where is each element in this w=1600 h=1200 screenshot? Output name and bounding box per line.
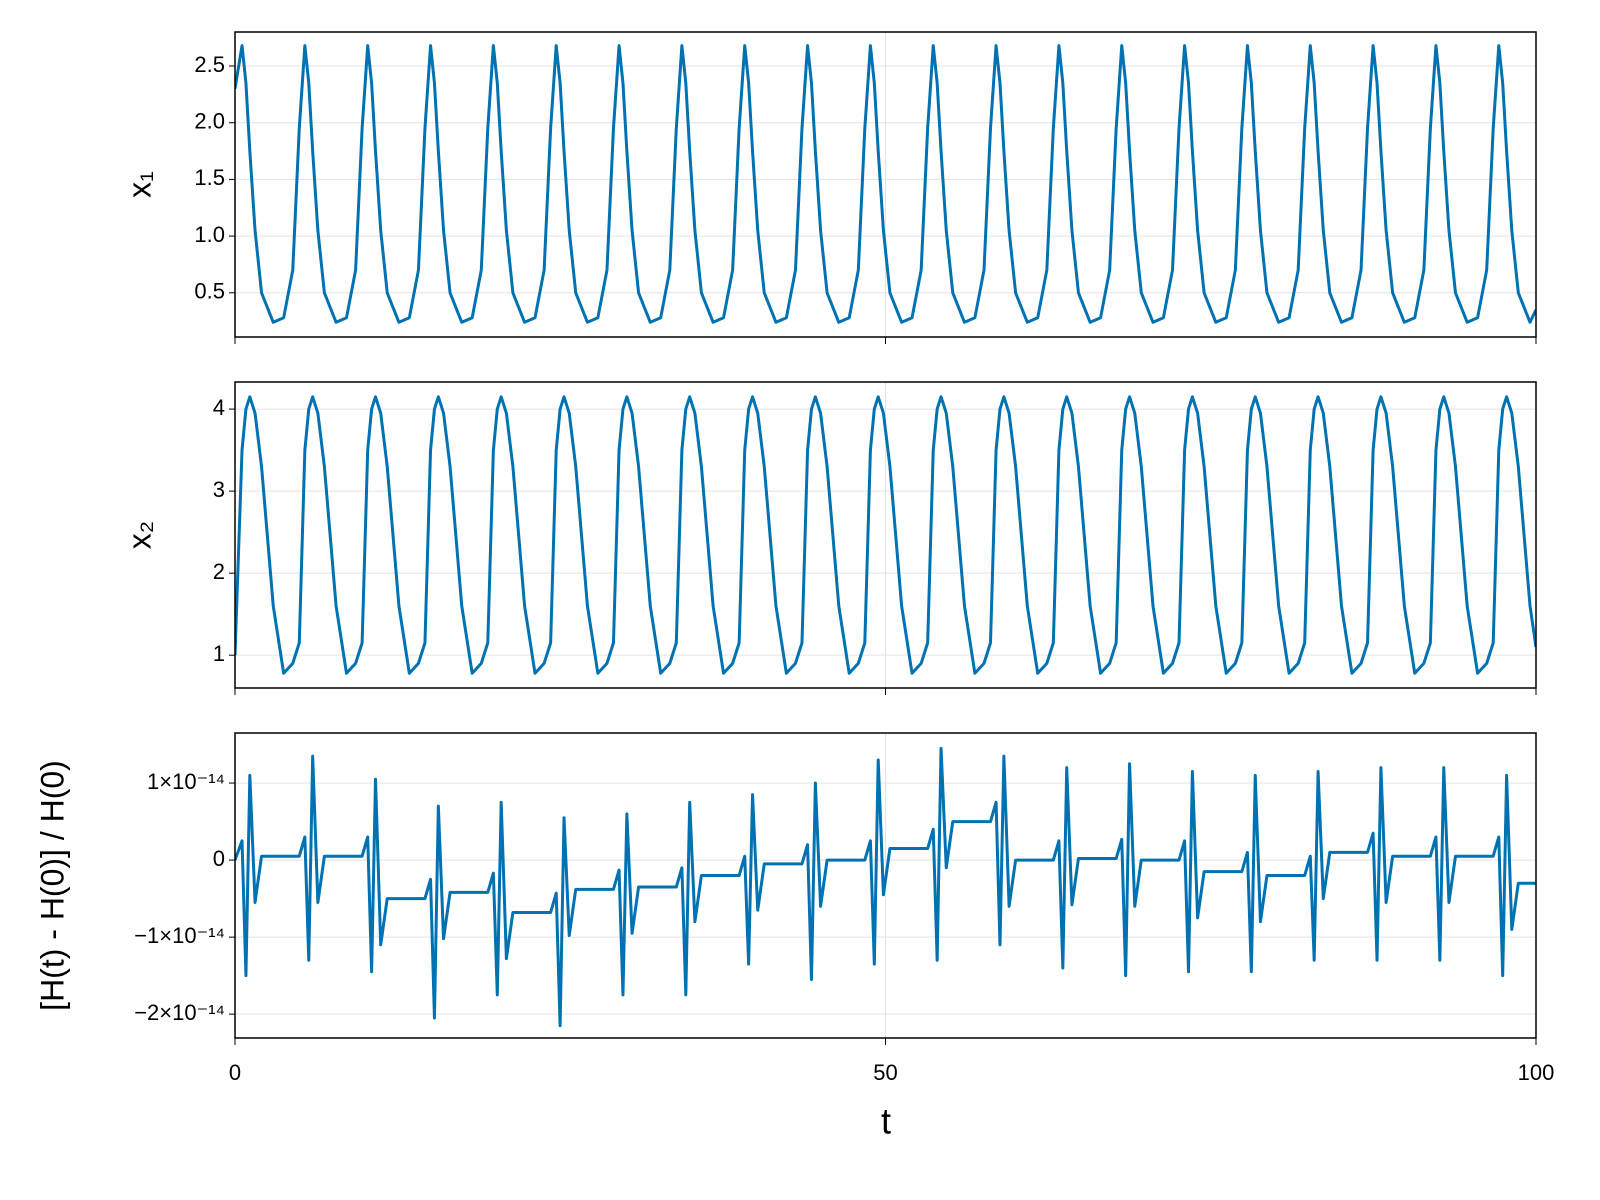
y-tick-label: 1 (213, 641, 225, 666)
data-line (235, 44, 1536, 324)
data-line (235, 395, 1536, 675)
y-tick-label: 1.0 (194, 222, 225, 247)
y-tick-label: 1.5 (194, 165, 225, 190)
x-axis-label: t (881, 1101, 891, 1142)
y-tick-label: −1×10⁻¹⁴ (134, 923, 225, 948)
y-tick-label: 2 (213, 559, 225, 584)
y-tick-label: 4 (213, 395, 225, 420)
y-tick-label: 3 (213, 477, 225, 502)
plot-frame (234, 381, 1537, 689)
y-axis-label: [H(t) - H(0)] / H(0) (34, 760, 70, 1011)
y-tick-label: 0 (213, 846, 225, 871)
y-tick-label: 2.5 (194, 52, 225, 77)
data-line (235, 746, 1536, 1028)
y-tick-label: 0.5 (194, 279, 225, 304)
x-tick-label: 0 (229, 1060, 241, 1085)
y-axis-label: x₂ (121, 521, 157, 549)
x-tick-label: 100 (1518, 1060, 1555, 1085)
y-tick-label: −2×10⁻¹⁴ (134, 1000, 225, 1025)
y-tick-label: 1×10⁻¹⁴ (147, 769, 225, 794)
y-axis-label: x₁ (121, 171, 157, 198)
x-tick-label: 50 (873, 1060, 897, 1085)
y-tick-label: 2.0 (194, 109, 225, 134)
plot-frame (234, 31, 1537, 338)
plot-frame (234, 732, 1537, 1039)
